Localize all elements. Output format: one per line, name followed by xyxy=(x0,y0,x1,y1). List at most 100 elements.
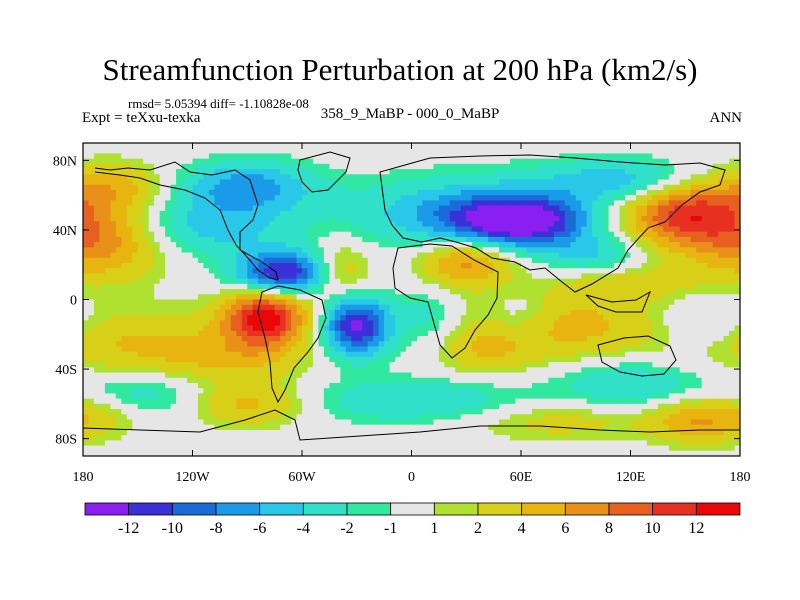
field-cell xyxy=(187,216,194,222)
field-cell xyxy=(729,351,736,358)
field-cell xyxy=(537,257,544,264)
field-cell xyxy=(395,262,402,269)
field-cell xyxy=(542,320,549,327)
field-cell xyxy=(553,273,560,280)
field-cell xyxy=(504,278,511,285)
field-cell xyxy=(597,163,604,170)
field-cell xyxy=(236,315,243,321)
field-cell xyxy=(252,216,259,222)
field-cell xyxy=(274,273,281,280)
field-cell xyxy=(197,179,205,186)
field-cell xyxy=(477,294,484,301)
field-cell xyxy=(559,210,566,217)
field-cell xyxy=(674,330,681,337)
field-cell xyxy=(416,315,424,321)
field-cell xyxy=(329,226,336,233)
field-cell xyxy=(422,356,429,363)
field-cell xyxy=(592,169,599,175)
field-cell xyxy=(291,174,298,181)
field-cell xyxy=(236,226,243,233)
field-cell xyxy=(499,330,506,337)
field-cell xyxy=(646,163,653,170)
field-cell xyxy=(696,216,703,222)
field-cell xyxy=(433,210,440,217)
field-cell xyxy=(285,247,292,254)
field-cell xyxy=(455,278,462,285)
field-cell xyxy=(384,169,391,175)
field-cell xyxy=(718,242,725,248)
field-cell xyxy=(438,304,445,311)
field-cell xyxy=(208,169,215,175)
field-cell xyxy=(438,163,445,170)
field-cell xyxy=(707,268,714,275)
field-cell xyxy=(608,278,615,285)
field-cell xyxy=(515,184,522,191)
field-cell xyxy=(208,299,215,306)
field-cell xyxy=(619,169,626,175)
field-cell xyxy=(93,143,101,149)
field-cell xyxy=(570,200,577,207)
field-cell xyxy=(389,315,396,321)
field-cell xyxy=(597,268,604,275)
field-cell xyxy=(723,262,730,269)
field-cell xyxy=(230,294,237,301)
field-cell xyxy=(148,356,155,363)
field-cell xyxy=(99,195,106,201)
field-cell xyxy=(230,299,237,306)
field-cell xyxy=(126,330,133,337)
field-cell xyxy=(362,242,369,248)
field-cell xyxy=(389,309,396,316)
field-cell xyxy=(614,299,621,306)
field-cell xyxy=(148,205,155,212)
field-cell xyxy=(427,163,434,170)
field-cell xyxy=(657,200,664,207)
field-cell xyxy=(269,242,276,248)
field-cell xyxy=(570,184,577,191)
field-cell xyxy=(329,330,336,337)
field-cell xyxy=(197,221,205,228)
field-cell xyxy=(499,153,506,160)
field-cell xyxy=(274,262,281,269)
field-cell xyxy=(504,236,511,243)
field-cell xyxy=(493,351,500,358)
field-cell xyxy=(696,174,703,181)
field-cell xyxy=(329,184,336,191)
field-cell xyxy=(208,143,215,149)
field-cell xyxy=(165,221,172,228)
field-cell xyxy=(225,226,232,233)
field-cell xyxy=(707,330,714,337)
field-cell xyxy=(241,346,248,353)
field-cell xyxy=(707,315,714,321)
field-cell xyxy=(285,336,292,342)
field-cell xyxy=(181,309,188,316)
field-cell xyxy=(460,262,467,269)
field-cell xyxy=(668,179,675,186)
field-cell xyxy=(592,174,599,181)
field-cell xyxy=(592,252,599,259)
field-cell xyxy=(455,289,462,295)
field-cell xyxy=(187,278,194,285)
field-cell xyxy=(674,205,681,212)
field-cell xyxy=(159,143,166,149)
field-cell xyxy=(318,356,325,363)
field-cell xyxy=(367,189,374,196)
field-cell xyxy=(646,148,653,155)
field-cell xyxy=(685,273,692,280)
field-cell xyxy=(88,148,95,155)
field-cell xyxy=(280,236,287,243)
field-cell xyxy=(701,216,708,222)
field-cell xyxy=(614,143,621,149)
field-cell xyxy=(197,189,205,196)
field-cell xyxy=(685,221,692,228)
field-cell xyxy=(542,315,549,321)
field-cell xyxy=(203,257,210,264)
field-cell xyxy=(378,351,385,358)
field-cell xyxy=(586,216,593,222)
field-cell xyxy=(252,143,259,149)
field-cell xyxy=(395,210,402,217)
field-cell xyxy=(526,195,533,201)
field-cell xyxy=(499,262,506,269)
field-cell xyxy=(641,226,648,233)
field-cell xyxy=(641,351,648,358)
field-cell xyxy=(701,346,708,353)
